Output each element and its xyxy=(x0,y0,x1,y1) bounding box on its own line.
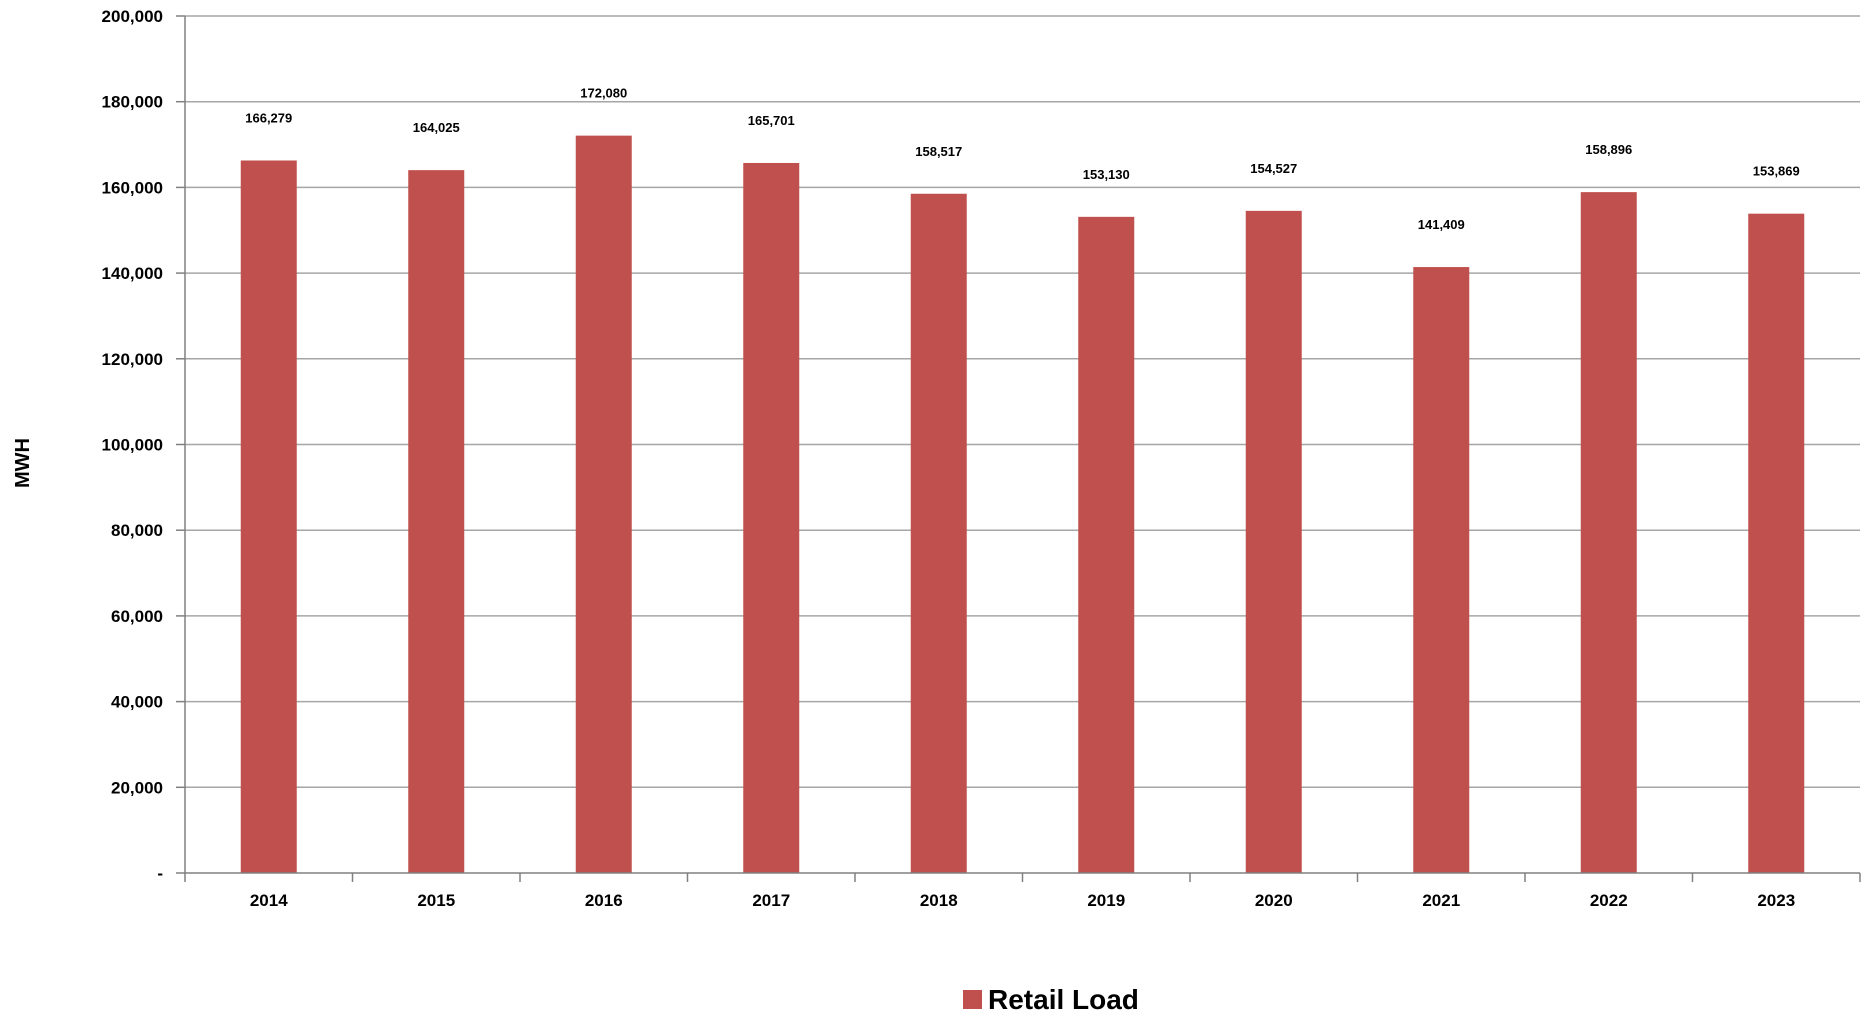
x-tick-label-2019: 2019 xyxy=(1087,891,1125,910)
x-tick-label-2023: 2023 xyxy=(1757,891,1795,910)
y-tick-label-20000: 20,000 xyxy=(111,778,163,797)
y-tick-label-40000: 40,000 xyxy=(111,693,163,712)
y-tick-label-160000: 160,000 xyxy=(102,178,163,197)
bar-2016 xyxy=(575,135,632,873)
data-label-2017: 165,701 xyxy=(748,113,795,128)
bar-2020 xyxy=(1245,210,1302,873)
bar-2014 xyxy=(240,160,297,873)
x-tick-label-2017: 2017 xyxy=(752,891,790,910)
data-label-2021: 141,409 xyxy=(1418,217,1465,232)
x-tick-label-2018: 2018 xyxy=(920,891,958,910)
x-tick-label-2015: 2015 xyxy=(417,891,455,910)
x-tick-label-2014: 2014 xyxy=(250,891,288,910)
y-tick-label-100000: 100,000 xyxy=(102,436,163,455)
bar-2022 xyxy=(1580,192,1637,874)
y-tick-label-0: - xyxy=(157,864,163,883)
legend-label-retail-load: Retail Load xyxy=(988,984,1139,1015)
bar-2023 xyxy=(1748,213,1805,874)
legend-swatch-retail-load xyxy=(963,990,982,1009)
data-label-2015: 164,025 xyxy=(413,120,460,135)
bar-2019 xyxy=(1078,216,1135,873)
data-label-2018: 158,517 xyxy=(915,144,962,159)
data-label-2023: 153,869 xyxy=(1753,164,1800,179)
data-label-2016: 172,080 xyxy=(580,86,627,101)
bars xyxy=(240,135,1805,874)
y-tick-label-140000: 140,000 xyxy=(102,264,163,283)
x-tick-label-2022: 2022 xyxy=(1590,891,1628,910)
y-tick-label-120000: 120,000 xyxy=(102,350,163,369)
data-label-2014: 166,279 xyxy=(245,110,292,125)
axes: - 20,000 40,000 60,000 80,000 100,000 120,000 1… xyxy=(102,7,1861,910)
bar-2015 xyxy=(408,170,465,873)
data-labels: 166,279 164,025 172,080 165,701 158,517 153,1… xyxy=(245,86,1800,232)
bar-2017 xyxy=(743,162,800,874)
y-tick-label-60000: 60,000 xyxy=(111,607,163,626)
x-tick-label-2016: 2016 xyxy=(585,891,623,910)
x-tick-label-2021: 2021 xyxy=(1422,891,1460,910)
bar-2018 xyxy=(910,193,967,874)
y-tick-label-200000: 200,000 xyxy=(102,7,163,26)
bar-2021 xyxy=(1413,267,1470,873)
y-tick-label-80000: 80,000 xyxy=(111,521,163,540)
data-label-2019: 153,130 xyxy=(1083,167,1130,182)
legend: Retail Load xyxy=(963,984,1139,1015)
y-axis-title: MWH xyxy=(12,438,34,488)
y-tick-label-180000: 180,000 xyxy=(102,93,163,112)
data-label-2022: 158,896 xyxy=(1585,142,1632,157)
x-tick-label-2020: 2020 xyxy=(1255,891,1293,910)
data-label-2020: 154,527 xyxy=(1250,161,1297,176)
